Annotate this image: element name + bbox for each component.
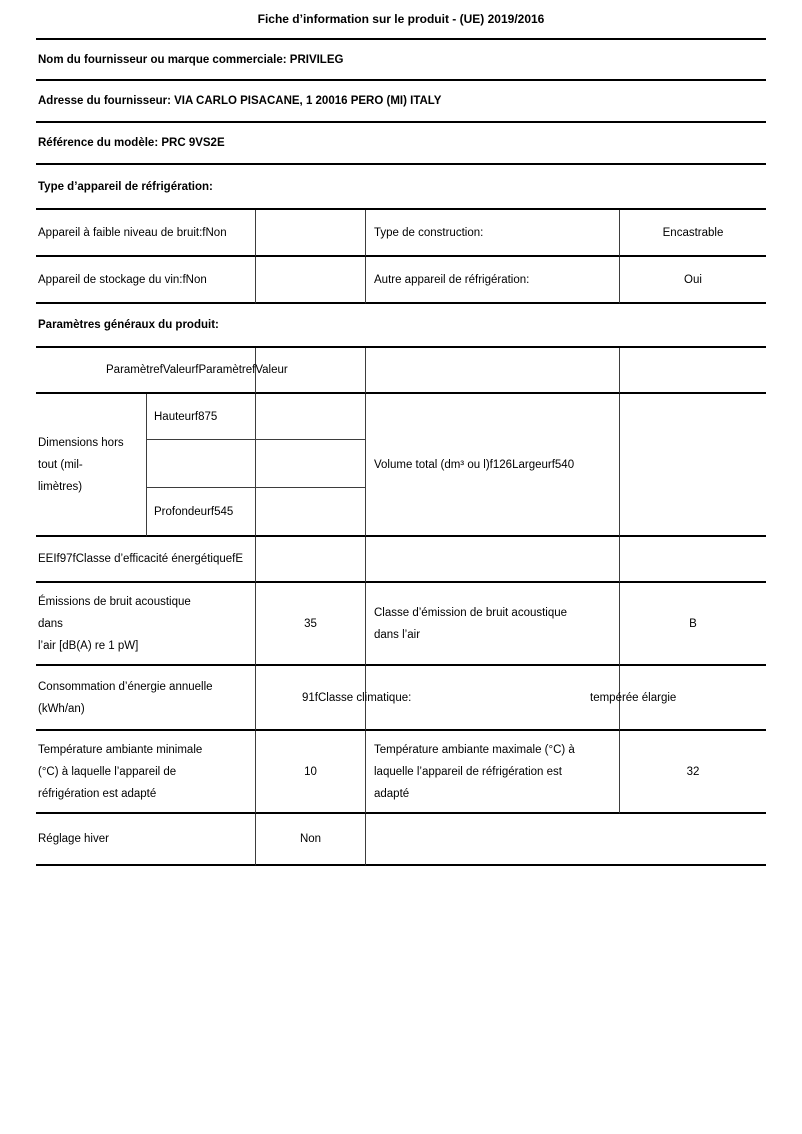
- cell-empty: [366, 348, 620, 394]
- cell-depth-value: Profondeurf545: [147, 488, 256, 537]
- cell-empty: [256, 440, 366, 488]
- cell-temp-max-label: Température ambiante maximale (°C) à laq…: [366, 731, 620, 814]
- climate-value-text: tempérée élargie: [590, 691, 677, 704]
- cell-noise-class-label: Classe d’émission de bruit acoustique da…: [366, 583, 620, 666]
- cell-height-value: Hauteurf875: [147, 394, 256, 440]
- cell-empty: [256, 488, 366, 537]
- cell-empty: [256, 394, 366, 440]
- cell-winter-value: Non: [256, 814, 366, 866]
- cell-params-header: ParamètrefValeurfParamètrefValeur: [36, 348, 288, 394]
- type-table-row: Appareil à faible niveau de bruit:fNon T…: [36, 210, 766, 257]
- cell-construction-label: Type de construction:: [366, 210, 620, 257]
- cell-empty: [620, 394, 766, 537]
- cell-other-appliance-label: Autre appareil de réfrigération:: [366, 257, 620, 304]
- cell-noise-value: 35: [256, 583, 366, 666]
- cell-low-noise-label: Appareil à faible niveau de bruit:fNon: [36, 210, 256, 257]
- dimensions-row-middle: [36, 440, 766, 488]
- cell-temp-min-value: 10: [256, 731, 366, 814]
- cell-empty: [366, 537, 620, 583]
- document-content: Fiche d’information sur le produit - (UE…: [36, 0, 766, 866]
- params-table: ParamètrefValeurfParamètrefValeur Dimens…: [36, 346, 766, 866]
- temperature-row: Température ambiante minimale (°C) à laq…: [36, 731, 766, 814]
- model-line: Référence du modèle: PRC 9VS2E: [36, 123, 766, 165]
- cell-construction-value: Encastrable: [620, 210, 766, 257]
- cell-empty: [256, 210, 366, 257]
- cell-eei-label: EEIf97fClasse d’efficacité énergétiquefE: [36, 537, 256, 583]
- cell-empty: [147, 440, 256, 488]
- document-title: Fiche d’information sur le produit - (UE…: [36, 0, 766, 40]
- cell-volume-width-value: Volume total (dm³ ou l)f126Largeurf540: [366, 394, 620, 537]
- cell-climate-value: tempérée élargie: [590, 666, 766, 731]
- dimensions-row-height: Dimensions hors tout (mil- limètres) Hau…: [36, 394, 766, 537]
- cell-empty: [256, 348, 366, 394]
- cell-temp-max-value: 32: [620, 731, 766, 814]
- cell-energy-climate-label: 91fClasse climatique:: [256, 666, 411, 731]
- cell-other-appliance-value: Oui: [620, 257, 766, 304]
- cell-empty: [620, 348, 766, 394]
- noise-row: Émissions de bruit acoustique dans l’air…: [36, 583, 766, 666]
- cell-empty: [366, 814, 766, 866]
- cell-empty: [256, 257, 366, 304]
- dimensions-row-depth: Profondeurf545: [36, 488, 766, 537]
- cell-empty: [366, 666, 620, 731]
- params-header-row: ParamètrefValeurfParamètrefValeur: [36, 348, 766, 394]
- cell-empty: [620, 537, 766, 583]
- section-heading-params: Paramètres généraux du produit:: [38, 319, 219, 331]
- cell-noise-label: Émissions de bruit acoustique dans l’air…: [36, 583, 256, 666]
- eei-row: EEIf97fClasse d’efficacité énergétiquefE: [36, 537, 766, 583]
- cell-wine-storage-label: Appareil de stockage du vin:fNon: [36, 257, 256, 304]
- cell-dimensions-label: Dimensions hors tout (mil- limètres): [36, 394, 147, 537]
- cell-energy-label: Consommation d’énergie annuelle (kWh/an): [36, 666, 256, 731]
- type-table: Appareil à faible niveau de bruit:fNon T…: [36, 208, 766, 304]
- cell-noise-class-value: B: [620, 583, 766, 666]
- cell-temp-min-label: Température ambiante minimale (°C) à laq…: [36, 731, 256, 814]
- cell-winter-label: Réglage hiver: [36, 814, 256, 866]
- address-line: Adresse du fournisseur: VIA CARLO PISACA…: [36, 81, 766, 123]
- winter-row: Réglage hiver Non: [36, 814, 766, 866]
- type-table-row: Appareil de stockage du vin:fNon Autre a…: [36, 257, 766, 304]
- supplier-line: Nom du fournisseur ou marque commerciale…: [36, 40, 766, 81]
- energy-row: Consommation d’énergie annuelle (kWh/an)…: [36, 666, 766, 731]
- cell-empty: [256, 537, 366, 583]
- section-heading-type: Type d’appareil de réfrigération:: [38, 180, 213, 193]
